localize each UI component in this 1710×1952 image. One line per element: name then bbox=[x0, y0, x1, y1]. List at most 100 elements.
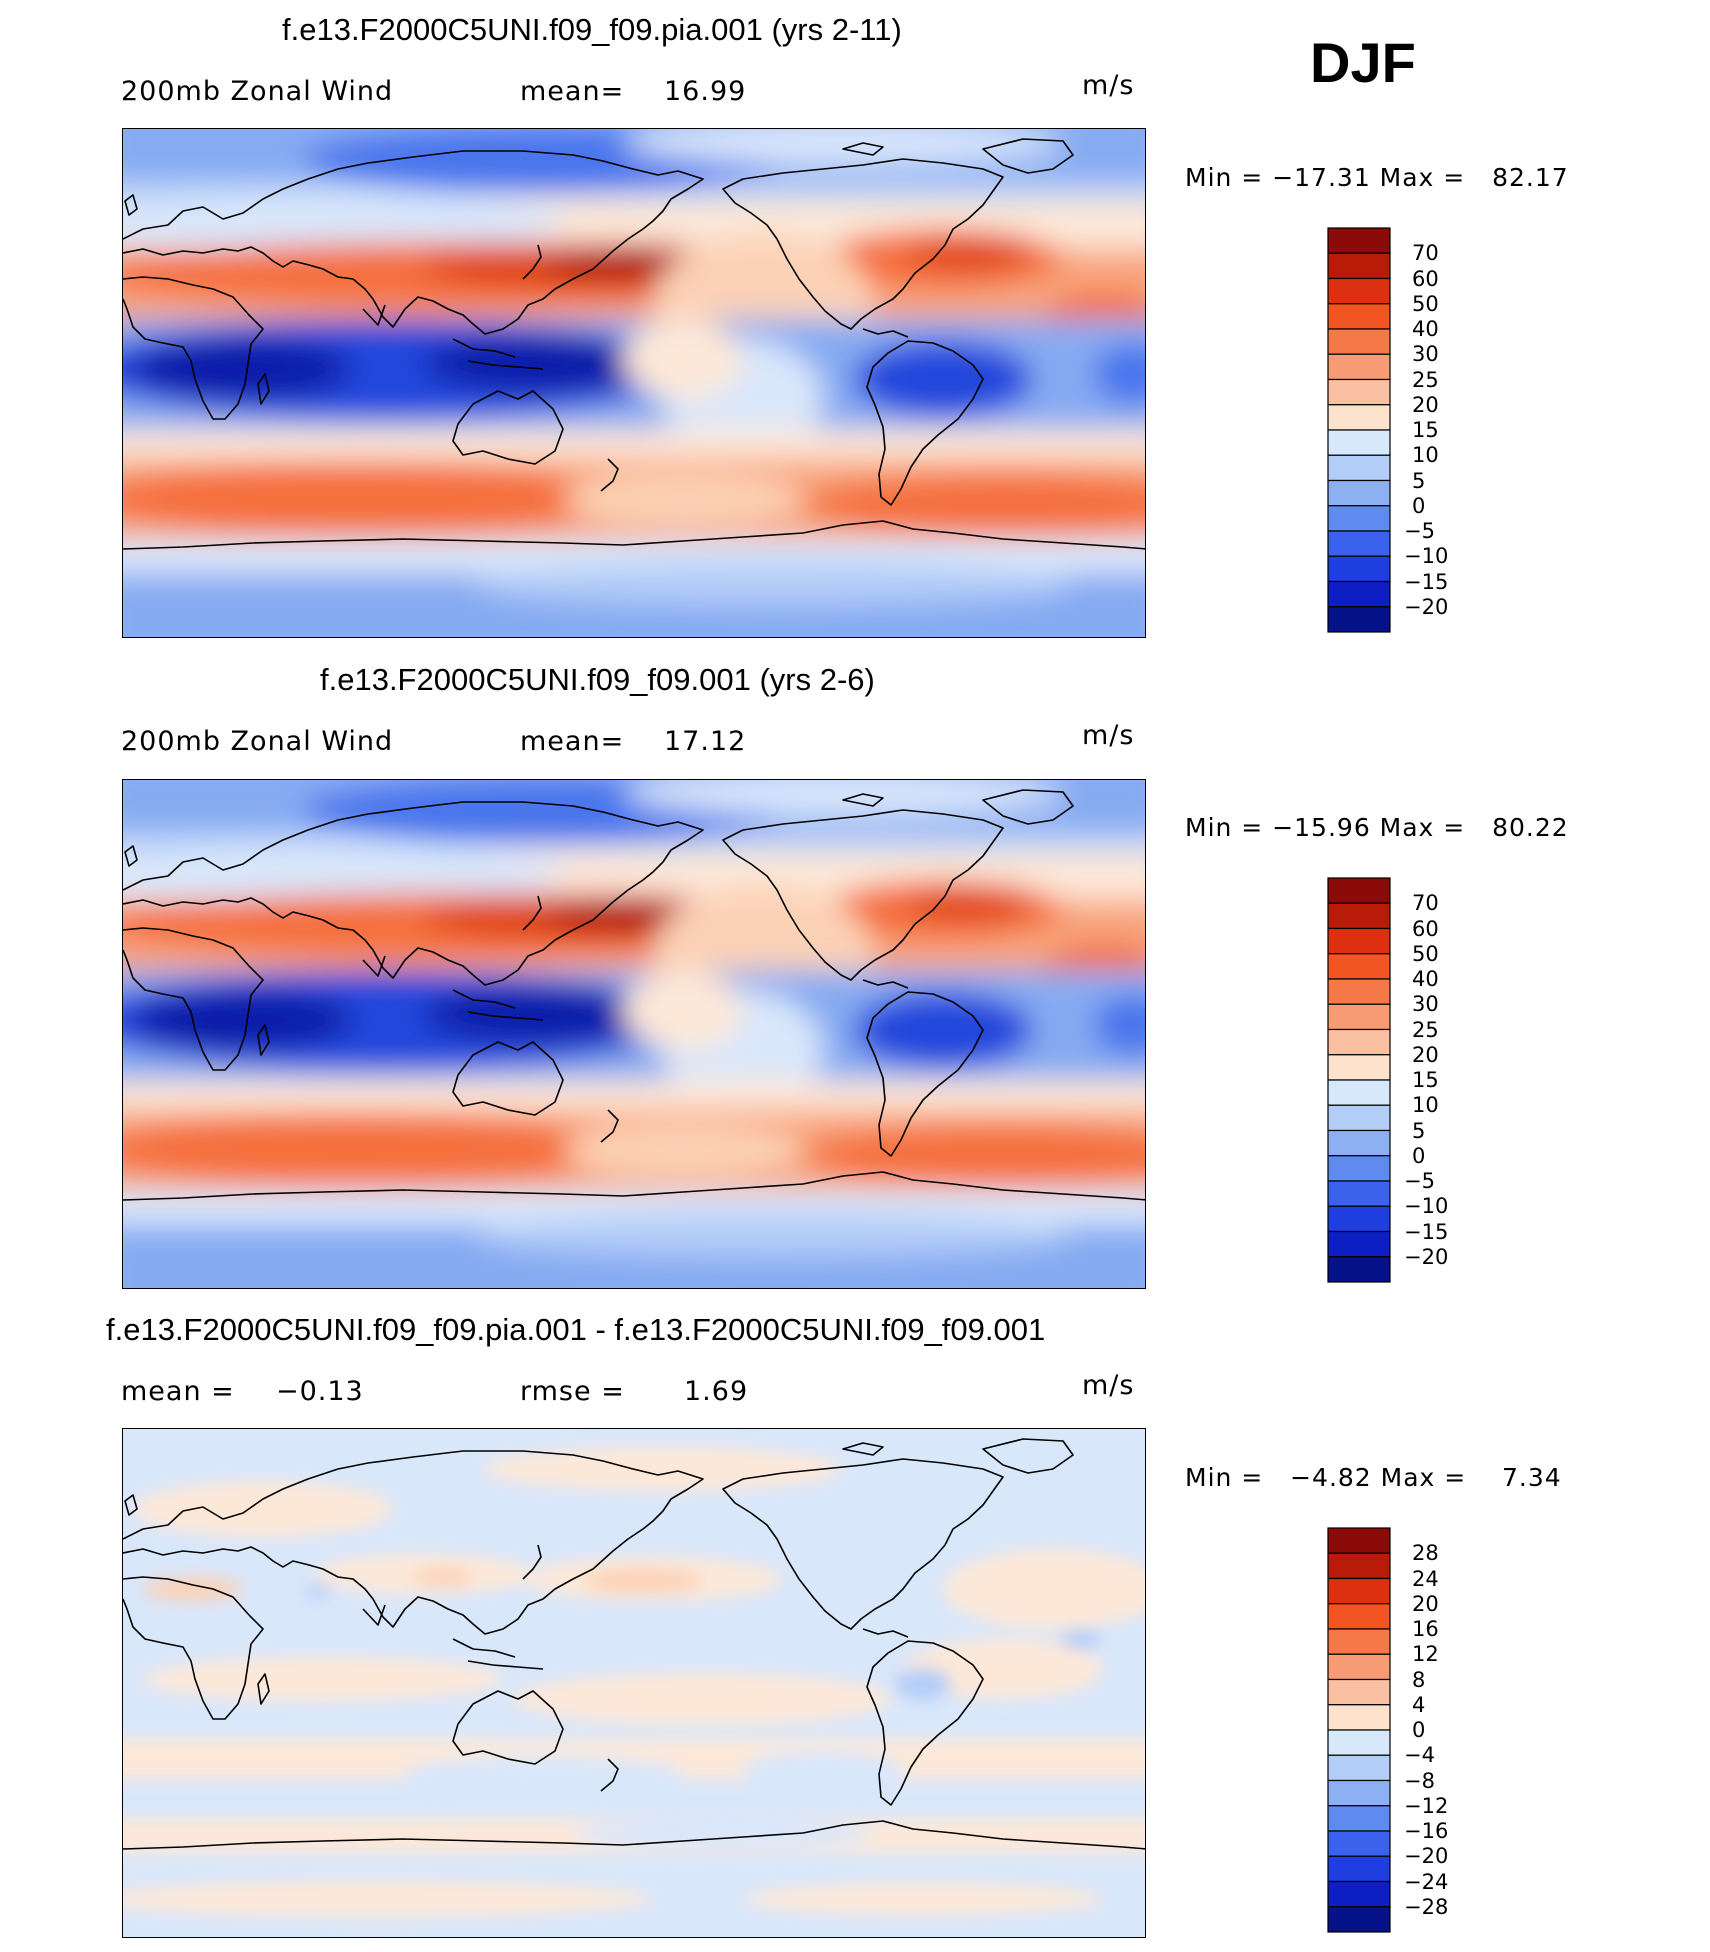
panel-3-title: f.e13.F2000C5UNI.f09_f09.pia.001 - f.e13… bbox=[106, 1312, 1046, 1347]
colorbar-swatch bbox=[1327, 1906, 1391, 1933]
colorbar-swatch bbox=[1327, 404, 1391, 431]
panel-2-variable-label: 200mb Zonal Wind bbox=[121, 726, 394, 757]
panel-2-mean-value: 17.12 bbox=[664, 726, 747, 757]
colorbar-tick-label: −4 bbox=[1404, 1743, 1435, 1768]
panel-3-map bbox=[122, 1428, 1146, 1938]
colorbar-swatch bbox=[1327, 1155, 1391, 1182]
panel-3-contour-field bbox=[123, 1429, 1145, 1938]
colorbar-tick-label: 25 bbox=[1412, 1017, 1439, 1042]
colorbar-swatch bbox=[1327, 1180, 1391, 1207]
colorbar-tick-label: −8 bbox=[1404, 1768, 1435, 1793]
colorbar-tick-label: −10 bbox=[1404, 1194, 1449, 1219]
colorbar-swatch bbox=[1327, 1855, 1391, 1883]
panel-3-colorbar bbox=[1327, 1527, 1391, 1933]
colorbar-swatch bbox=[1327, 1205, 1391, 1233]
colorbar-swatch bbox=[1327, 1880, 1391, 1908]
colorbar-swatch bbox=[1327, 1779, 1391, 1807]
panel-3-min-max: Min = −4.82 Max = 7.34 bbox=[1185, 1463, 1562, 1492]
colorbar-swatch bbox=[1327, 902, 1391, 930]
colorbar-swatch bbox=[1327, 454, 1391, 482]
panel-1-min-max: Min = −17.31 Max = 82.17 bbox=[1185, 163, 1569, 192]
colorbar-swatch bbox=[1327, 1104, 1391, 1132]
colorbar-tick-label: 24 bbox=[1412, 1566, 1439, 1591]
season-label: DJF bbox=[1310, 31, 1416, 94]
panel-1-contour-field bbox=[123, 129, 1145, 638]
colorbar-swatch bbox=[1327, 328, 1391, 355]
colorbar-swatch bbox=[1327, 1628, 1391, 1655]
colorbar-swatch bbox=[1327, 1830, 1391, 1857]
colorbar-tick-label: 10 bbox=[1412, 443, 1439, 468]
colorbar-tick-label: 10 bbox=[1412, 1093, 1439, 1118]
colorbar-swatch bbox=[1327, 1054, 1391, 1081]
colorbar-tick-label: 20 bbox=[1412, 1591, 1439, 1616]
colorbar-tick-label: 40 bbox=[1412, 317, 1439, 341]
colorbar-swatch bbox=[1327, 606, 1391, 633]
panel-1-units: m/s bbox=[1082, 70, 1135, 101]
colorbar-swatch bbox=[1327, 1577, 1391, 1605]
panel-2-mean-label: mean= bbox=[520, 726, 625, 757]
colorbar-tick-label: −12 bbox=[1404, 1793, 1449, 1818]
panel-1-map bbox=[122, 128, 1146, 638]
colorbar-tick-label: 0 bbox=[1412, 493, 1426, 518]
colorbar-tick-label: −28 bbox=[1404, 1894, 1449, 1919]
colorbar-swatch bbox=[1327, 978, 1391, 1005]
panel-2-colorbar bbox=[1327, 877, 1391, 1283]
panel-2-map bbox=[122, 779, 1146, 1289]
colorbar-tick-label: 28 bbox=[1412, 1541, 1439, 1566]
panel-1-variable-label: 200mb Zonal Wind bbox=[121, 76, 394, 107]
colorbar-swatch bbox=[1327, 1603, 1391, 1630]
colorbar-swatch bbox=[1327, 1678, 1391, 1706]
colorbar-tick-label: 8 bbox=[1412, 1667, 1426, 1692]
panel-1-mean-label: mean= bbox=[520, 76, 625, 107]
colorbar-tick-label: 40 bbox=[1412, 967, 1439, 991]
panel-3-rmse-value: 1.69 bbox=[684, 1376, 749, 1407]
colorbar-swatch bbox=[1327, 580, 1391, 608]
colorbar-tick-label: −20 bbox=[1404, 1844, 1449, 1869]
colorbar-tick-label: 70 bbox=[1412, 891, 1439, 916]
panel-1-mean-value: 16.99 bbox=[664, 76, 747, 107]
colorbar-swatch bbox=[1327, 252, 1391, 280]
colorbar-swatch bbox=[1327, 227, 1391, 254]
colorbar-swatch bbox=[1327, 1028, 1391, 1056]
colorbar-tick-label: 20 bbox=[1412, 392, 1439, 417]
colorbar-swatch bbox=[1327, 1079, 1391, 1106]
colorbar-swatch bbox=[1327, 1129, 1391, 1157]
colorbar-swatch bbox=[1327, 1729, 1391, 1756]
colorbar-swatch bbox=[1327, 353, 1391, 381]
colorbar-swatch bbox=[1327, 378, 1391, 406]
colorbar-swatch bbox=[1327, 479, 1391, 507]
colorbar-swatch bbox=[1327, 530, 1391, 557]
panel-2-min-max: Min = −15.96 Max = 80.22 bbox=[1185, 813, 1569, 842]
colorbar-swatch bbox=[1327, 1527, 1391, 1554]
colorbar-swatch bbox=[1327, 505, 1391, 532]
colorbar-tick-label: 50 bbox=[1412, 941, 1439, 966]
colorbar-swatch bbox=[1327, 1704, 1391, 1731]
colorbar-swatch bbox=[1327, 877, 1391, 904]
colorbar-tick-label: −24 bbox=[1404, 1869, 1449, 1894]
colorbar-tick-label: −16 bbox=[1404, 1819, 1449, 1843]
colorbar-swatch bbox=[1327, 1230, 1391, 1258]
colorbar-tick-label: −20 bbox=[1404, 1244, 1449, 1269]
panel-1-colorbar bbox=[1327, 227, 1391, 633]
colorbar-swatch bbox=[1327, 1653, 1391, 1681]
colorbar-swatch bbox=[1327, 555, 1391, 583]
colorbar-swatch bbox=[1327, 277, 1391, 305]
colorbar-tick-label: −20 bbox=[1404, 594, 1449, 619]
panel-3-mean-value: −0.13 bbox=[276, 1376, 364, 1407]
colorbar-tick-label: 60 bbox=[1412, 916, 1439, 941]
colorbar-swatch bbox=[1327, 1805, 1391, 1832]
colorbar-tick-label: 15 bbox=[1412, 1068, 1439, 1092]
colorbar-tick-label: 20 bbox=[1412, 1042, 1439, 1067]
colorbar-tick-label: 5 bbox=[1412, 1118, 1426, 1143]
colorbar-swatch bbox=[1327, 1552, 1391, 1580]
colorbar-swatch bbox=[1327, 1754, 1391, 1782]
colorbar-tick-label: 0 bbox=[1412, 1718, 1426, 1742]
colorbar-tick-label: 15 bbox=[1412, 418, 1439, 442]
colorbar-tick-label: −5 bbox=[1404, 519, 1435, 543]
panel-2-title: f.e13.F2000C5UNI.f09_f09.001 (yrs 2-6) bbox=[320, 662, 875, 697]
colorbar-tick-label: −10 bbox=[1404, 544, 1449, 569]
colorbar-tick-label: 25 bbox=[1412, 367, 1439, 392]
colorbar-tick-label: −15 bbox=[1404, 569, 1449, 594]
colorbar-tick-label: −15 bbox=[1404, 1219, 1449, 1244]
panel-3-units: m/s bbox=[1082, 1370, 1135, 1401]
